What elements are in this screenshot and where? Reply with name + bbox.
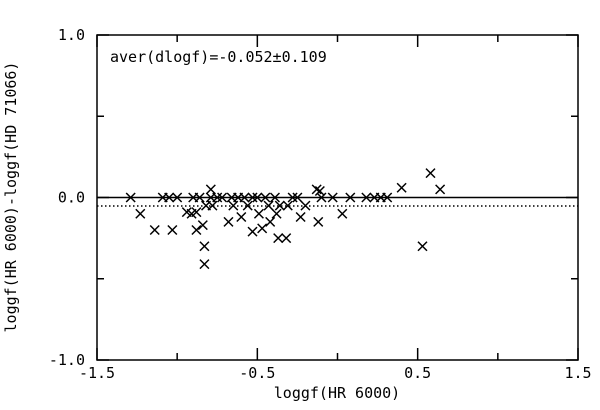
point [300,200,311,211]
point [273,233,284,244]
point [253,208,264,219]
point [164,192,175,203]
point [125,192,136,203]
point [282,200,293,211]
point [236,211,247,223]
point [281,233,292,244]
point [239,192,250,203]
point [417,241,428,252]
point [223,216,234,227]
point [269,192,281,203]
point [425,168,436,179]
point [199,241,210,252]
point [212,192,223,203]
point [313,216,324,227]
point [205,184,216,195]
point [274,200,285,211]
point [396,182,407,193]
point [287,192,298,203]
y-axis-label: loggf(HR 6000)-loggf(HD 71066) [2,62,20,333]
point [316,192,327,203]
point [207,200,218,211]
point [252,192,263,203]
point [260,192,271,203]
point [361,192,372,203]
point [311,184,322,195]
point [257,223,268,234]
point [217,192,228,203]
point [265,216,276,227]
y-tick-label: 0.0 [58,189,85,207]
point [149,224,160,236]
point [292,192,303,203]
x-tick-label: -0.5 [239,364,275,382]
point [167,224,178,236]
point [382,192,393,203]
point [172,192,183,203]
point [247,192,258,203]
point [242,200,253,211]
x-tick-label: -1.5 [79,364,115,382]
point [197,220,208,231]
point [271,208,282,219]
point [263,200,274,211]
point [314,185,325,197]
point [345,192,356,203]
point [435,184,446,195]
point [247,226,258,237]
point [199,259,210,270]
y-tick-label: 1.0 [58,26,85,44]
point [135,208,146,219]
y-tick-label: -1.0 [49,351,85,369]
annotation: aver(dlogf)=-0.052±0.109 [110,48,327,66]
point [228,200,239,211]
x-tick-label: 1.5 [564,364,591,382]
point [295,211,306,223]
x-tick-label: 0.5 [404,364,431,382]
point [191,224,202,236]
point [191,207,202,218]
point [337,208,348,219]
point [327,192,338,203]
point [194,192,205,203]
x-axis-label: loggf(HR 6000) [274,384,400,402]
